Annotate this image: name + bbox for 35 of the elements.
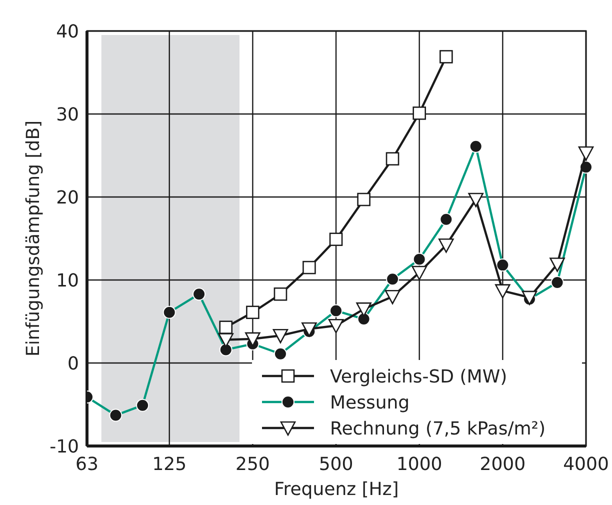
x-tick-label: 250 xyxy=(236,454,270,475)
point xyxy=(468,192,484,208)
y-tick-label: 40 xyxy=(56,21,79,42)
legend-label: Rechnung (7,5 kPas/m²) xyxy=(330,418,546,440)
x-tick-label: 500 xyxy=(318,454,354,475)
point xyxy=(578,146,594,161)
point xyxy=(302,260,316,274)
point xyxy=(384,290,400,304)
point xyxy=(329,232,343,246)
point xyxy=(356,302,372,317)
point xyxy=(412,266,427,280)
point xyxy=(219,320,233,334)
point xyxy=(272,328,288,344)
x-tick-label: 2000 xyxy=(480,454,526,475)
y-tick-label: 30 xyxy=(56,104,79,126)
y-tick-label: 20 xyxy=(56,187,79,208)
x-axis-title: Frequenz [Hz] xyxy=(274,479,399,500)
point xyxy=(386,152,400,166)
point xyxy=(274,287,288,301)
legend-label: Messung xyxy=(330,392,410,414)
point xyxy=(218,333,234,348)
x-tick-label: 4000 xyxy=(563,454,609,475)
point xyxy=(412,106,426,120)
point xyxy=(438,238,454,253)
point xyxy=(246,306,260,320)
point xyxy=(495,284,510,298)
y-tick-label: 0 xyxy=(68,353,79,374)
point xyxy=(357,192,370,206)
y-tick-label: 10 xyxy=(56,270,79,292)
point xyxy=(328,319,344,334)
x-tick-label: 125 xyxy=(152,454,187,475)
x-tick-label: 1000 xyxy=(396,454,442,475)
y-axis-title: Einfügungsdämpfung [dB] xyxy=(23,120,44,357)
point xyxy=(550,258,565,272)
legend-label: Vergleichs-SD (MW) xyxy=(330,366,508,388)
